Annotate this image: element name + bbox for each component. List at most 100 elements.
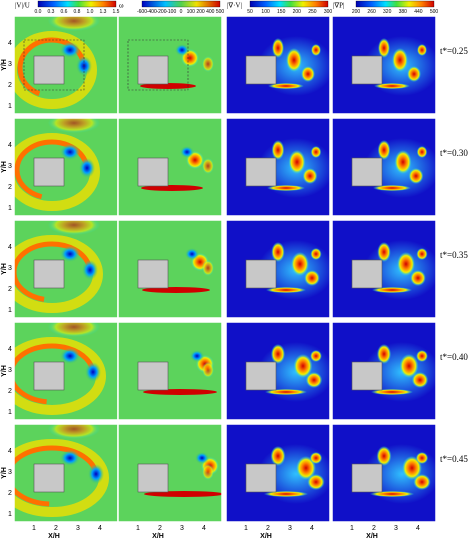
y-tick-label: 4 xyxy=(8,40,12,47)
y-axis-label: Y/H xyxy=(1,263,8,275)
y-tick-label: 1 xyxy=(8,205,12,212)
colorbar-label: |V|/U xyxy=(15,2,30,10)
y-tick-label: 2 xyxy=(8,286,12,293)
contour-panel xyxy=(226,220,330,318)
colorbar-tick: 150 xyxy=(277,9,286,15)
blob xyxy=(310,248,322,260)
y-tick-label: 4 xyxy=(8,244,12,251)
panel-frame xyxy=(331,219,437,319)
colorbar-tick: 380 xyxy=(399,9,408,15)
colorbar-tick: 320 xyxy=(383,9,392,15)
blob xyxy=(266,185,306,191)
blob xyxy=(270,446,286,466)
cylinder xyxy=(33,259,65,289)
time-label: t*=0.40 xyxy=(440,352,468,362)
y-tick-label: 2 xyxy=(8,490,12,497)
vortex xyxy=(185,248,199,260)
blob xyxy=(309,452,323,464)
panel-frame xyxy=(331,15,437,115)
arc xyxy=(14,439,109,517)
y-tick-label: 2 xyxy=(8,184,12,191)
contour-panel xyxy=(118,322,222,420)
panel-frame xyxy=(331,321,437,421)
colorbar-tick: 400 xyxy=(206,9,215,15)
cold-spot xyxy=(85,362,101,382)
y-tick-label: 4 xyxy=(8,448,12,455)
blob xyxy=(264,389,308,395)
blob xyxy=(311,44,321,56)
cylinder xyxy=(137,157,169,187)
cylinder xyxy=(33,157,65,187)
blob xyxy=(407,66,421,82)
colorbar-tick: 200 xyxy=(293,9,302,15)
contour-panel xyxy=(14,16,118,114)
blob xyxy=(271,242,285,262)
colorbar-label: ω xyxy=(119,2,124,10)
colorbar-tick: 50 xyxy=(247,9,253,15)
blob xyxy=(288,150,306,174)
cylinder xyxy=(33,463,65,493)
blob xyxy=(370,389,414,395)
blob xyxy=(310,146,322,158)
cold-spot xyxy=(60,42,80,58)
blob xyxy=(408,168,424,184)
colorbar-tick: 0.8 xyxy=(74,9,81,15)
blob xyxy=(417,44,427,56)
blob xyxy=(272,38,284,58)
x-tick-label: 4 xyxy=(416,525,420,532)
blob xyxy=(394,150,412,174)
x-tick-label: 2 xyxy=(266,525,270,532)
colorbar-tick: -400 xyxy=(147,9,157,15)
x-axis-label: X/H xyxy=(48,533,60,540)
colorbar-tick: 0.3 xyxy=(48,9,55,15)
colorbar-tick: -100 xyxy=(166,9,176,15)
blob xyxy=(293,354,313,378)
blob xyxy=(304,270,320,286)
cold-spot xyxy=(79,158,95,178)
y-tick-label: 1 xyxy=(8,103,12,110)
blob xyxy=(410,270,426,286)
colorbar-tick: -600 xyxy=(137,9,147,15)
hot-spot xyxy=(48,322,100,337)
vortex xyxy=(202,260,214,276)
colorbar-tick: 1.0 xyxy=(87,9,94,15)
hot-spot xyxy=(48,424,100,439)
blob xyxy=(415,452,429,464)
cold-spot xyxy=(60,144,80,160)
x-axis-label: X/H xyxy=(152,533,164,540)
vortex xyxy=(195,452,209,464)
x-tick-label: 3 xyxy=(76,525,80,532)
y-tick-label: 3 xyxy=(8,367,12,374)
blob xyxy=(376,344,392,364)
time-label: t*=0.35 xyxy=(440,250,468,260)
x-tick-label: 1 xyxy=(32,525,36,532)
cylinder xyxy=(245,361,277,391)
x-tick-label: 3 xyxy=(180,525,184,532)
colorbar-tick: 100 xyxy=(187,9,196,15)
panel-frame xyxy=(331,423,437,523)
x-tick-label: 2 xyxy=(372,525,376,532)
blob xyxy=(402,456,422,480)
x-axis-label: X/H xyxy=(366,533,378,540)
vortex xyxy=(180,146,194,158)
colorbar-tick: 0.6 xyxy=(61,9,68,15)
cylinder xyxy=(351,55,383,85)
colorbar-tick: 200 xyxy=(352,9,361,15)
cylinder xyxy=(33,361,65,391)
colorbar-tick: 0 xyxy=(180,9,183,15)
panel-frame xyxy=(117,219,223,319)
x-tick-label: 2 xyxy=(158,525,162,532)
vortex xyxy=(202,362,214,378)
y-tick-label: 1 xyxy=(8,307,12,314)
cylinder xyxy=(351,463,383,493)
x-tick-label: 4 xyxy=(202,525,206,532)
panel-frame xyxy=(225,423,331,523)
panel-frame xyxy=(331,117,437,217)
blob xyxy=(413,474,431,490)
blob xyxy=(411,372,429,388)
x-tick-label: 3 xyxy=(394,525,398,532)
contour-panel xyxy=(118,220,222,318)
blob xyxy=(296,456,316,480)
time-label: t*=0.25 xyxy=(440,46,468,56)
x-tick-label: 1 xyxy=(350,525,354,532)
